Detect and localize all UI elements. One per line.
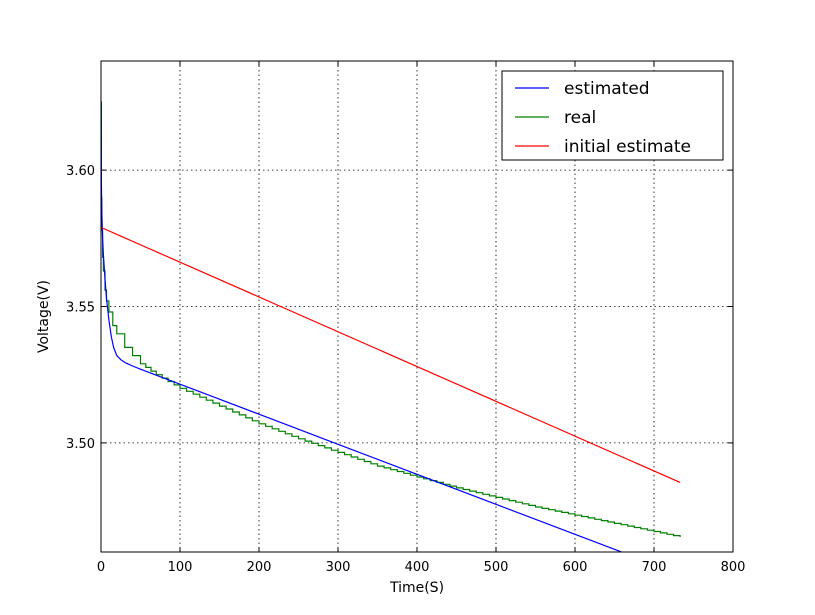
legend-box xyxy=(501,70,724,161)
x-tick-label: 0 xyxy=(97,560,105,575)
legend-label: initial estimate xyxy=(564,137,691,157)
legend-label: real xyxy=(564,108,596,128)
x-axis-label: Time(S) xyxy=(389,580,444,596)
y-axis-label: Voltage(V) xyxy=(36,280,52,353)
legend: estimated real initial estimate xyxy=(501,70,724,161)
x-tick-label: 500 xyxy=(484,560,509,575)
x-tick-label: 700 xyxy=(642,560,667,575)
series-group xyxy=(101,101,681,552)
x-tick-label: 300 xyxy=(326,560,351,575)
series-line-estimated xyxy=(101,101,624,552)
x-tick-label: 100 xyxy=(168,560,193,575)
y-tick-label: 3.60 xyxy=(66,164,95,179)
legend-label: estimated xyxy=(564,79,650,99)
y-tick-label: 3.50 xyxy=(66,437,95,452)
x-tick-label: 800 xyxy=(721,560,746,575)
ticks: 0 100 200 300 400 500 600 700 800 3.50 3.55 3.60 xyxy=(66,61,745,575)
x-tick-label: 200 xyxy=(247,560,272,575)
series-line-initial-estimate xyxy=(101,226,681,483)
x-tick-label: 600 xyxy=(563,560,588,575)
x-tick-label: 400 xyxy=(405,560,430,575)
y-tick-label: 3.55 xyxy=(66,301,95,316)
